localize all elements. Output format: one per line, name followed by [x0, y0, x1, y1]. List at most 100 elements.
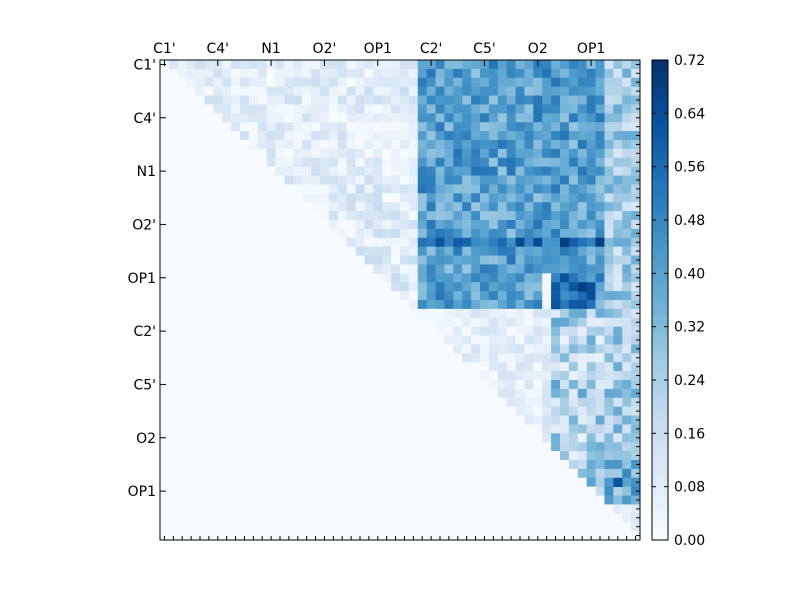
heatmap-cell — [568, 246, 579, 256]
heatmap-cell — [186, 460, 196, 470]
heatmap-cell — [631, 157, 641, 168]
heatmap-cell — [204, 424, 214, 434]
heatmap-cell — [435, 202, 445, 212]
heatmap-cell — [337, 460, 348, 470]
heatmap-cell — [408, 424, 419, 434]
heatmap-cell — [471, 220, 481, 230]
heatmap-cell — [560, 388, 570, 399]
heatmap-cell — [302, 433, 312, 443]
heatmap-cell — [311, 237, 321, 248]
heatmap-cell — [426, 291, 436, 301]
heatmap-cell — [346, 406, 356, 416]
heatmap-cell — [293, 131, 303, 141]
heatmap-cell — [168, 344, 179, 354]
heatmap-cell — [328, 148, 339, 159]
heatmap-cell — [266, 228, 276, 239]
heatmap-cell — [453, 495, 463, 505]
heatmap-cell — [480, 282, 490, 292]
heatmap-cell — [293, 60, 303, 70]
heatmap-cell — [462, 362, 472, 372]
heatmap-cell — [355, 344, 365, 354]
heatmap-cell — [346, 166, 356, 176]
heatmap-cell — [480, 531, 490, 541]
heatmap-cell — [462, 166, 472, 176]
heatmap-cell — [595, 95, 605, 105]
heatmap-cell — [586, 220, 596, 230]
heatmap-cell — [462, 486, 472, 496]
heatmap-cell — [213, 211, 223, 221]
heatmap-cell — [622, 291, 632, 301]
heatmap-cell — [506, 406, 516, 416]
heatmap-cell — [391, 300, 401, 310]
heatmap-cell — [524, 335, 534, 345]
heatmap-cell — [284, 68, 294, 79]
heatmap-cell — [631, 175, 641, 185]
heatmap-cell — [542, 77, 552, 88]
heatmap-cell — [240, 424, 250, 434]
heatmap-cell — [284, 228, 294, 239]
heatmap-cell — [302, 122, 312, 132]
heatmap-cell — [462, 77, 472, 88]
heatmap-cell — [213, 326, 223, 336]
heatmap-cell — [160, 157, 170, 168]
heatmap-cell — [337, 273, 348, 283]
heatmap-cell — [435, 317, 445, 328]
heatmap-cell — [222, 308, 232, 319]
heatmap-cell — [417, 442, 428, 452]
heatmap-cell — [480, 113, 490, 123]
heatmap-cell — [391, 273, 401, 283]
heatmap-cell — [168, 86, 179, 96]
heatmap-cell — [488, 104, 499, 114]
heatmap-cell — [417, 371, 428, 381]
heatmap-cell — [515, 77, 525, 88]
heatmap-cell — [284, 353, 294, 363]
heatmap-cell — [364, 122, 374, 132]
heatmap-cell — [355, 77, 365, 88]
heatmap-cell — [213, 362, 223, 372]
heatmap-cell — [480, 246, 490, 256]
heatmap-cell — [311, 495, 321, 505]
heatmap-cell — [240, 95, 250, 105]
heatmap-cell — [577, 60, 588, 70]
heatmap-cell — [222, 148, 232, 159]
heatmap-cell — [604, 131, 614, 141]
heatmap-cell — [622, 451, 632, 461]
heatmap-cell — [453, 237, 463, 248]
heatmap-cell — [515, 148, 525, 159]
y-tick-label: C4' — [133, 111, 156, 127]
heatmap-cell — [257, 380, 268, 390]
heatmap-cell — [568, 495, 579, 505]
heatmap-cell — [408, 433, 419, 443]
heatmap-cell — [257, 60, 268, 70]
heatmap-cell — [408, 86, 419, 96]
heatmap-cell — [355, 300, 365, 310]
heatmap-cell — [293, 486, 303, 496]
heatmap-cell — [435, 86, 445, 96]
heatmap-cell — [328, 157, 339, 168]
heatmap-cell — [631, 522, 641, 532]
heatmap-cell — [213, 504, 223, 514]
heatmap-cell — [568, 308, 579, 319]
heatmap-cell — [275, 424, 285, 434]
heatmap-cell — [568, 451, 579, 461]
heatmap-cell — [586, 326, 596, 336]
heatmap-cell — [506, 237, 516, 248]
heatmap-cell — [284, 326, 294, 336]
heatmap-cell — [266, 486, 276, 496]
heatmap-cell — [560, 433, 570, 443]
heatmap-cell — [462, 308, 472, 319]
heatmap-cell — [462, 264, 472, 274]
heatmap-cell — [284, 424, 294, 434]
heatmap-cell — [284, 308, 294, 319]
heatmap-cell — [444, 433, 454, 443]
heatmap-cell — [382, 220, 392, 230]
heatmap-cell — [533, 122, 543, 132]
heatmap-cell — [462, 531, 472, 541]
heatmap-cell — [266, 451, 276, 461]
heatmap-cell — [471, 495, 481, 505]
heatmap-cell — [204, 282, 214, 292]
heatmap-cell — [355, 175, 365, 185]
heatmap-cell — [568, 477, 579, 488]
heatmap-cell — [515, 468, 525, 479]
heatmap-cell — [613, 380, 623, 390]
